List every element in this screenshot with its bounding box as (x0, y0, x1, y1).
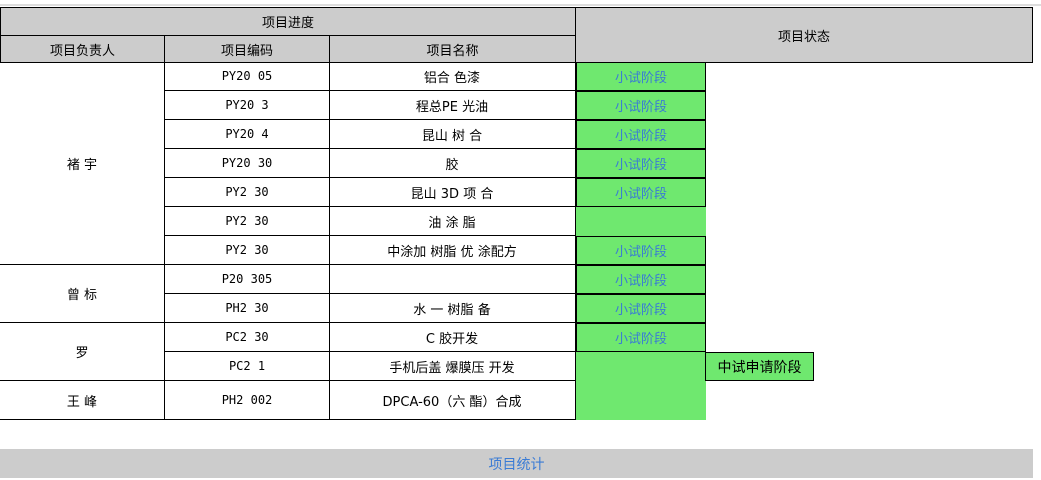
status-cell (576, 381, 706, 420)
project-name-cell: 手机后盖 爆膜压 开发 (329, 352, 576, 381)
project-code-cell: PY2 30 (164, 178, 330, 207)
project-statistics-bar[interactable]: 项目统计 (0, 449, 1033, 478)
project-name-cell: 昆山 3D 项 合 (329, 178, 576, 207)
project-code-cell: PY20 3 (164, 91, 330, 120)
status-cell (576, 207, 706, 236)
project-code-cell: PY2 30 (164, 207, 330, 236)
project-name-cell: 程总PE 光油 (329, 91, 576, 120)
status-cell[interactable]: 小试阶段 (576, 149, 706, 178)
status-cell[interactable]: 小试阶段 (576, 236, 706, 265)
project-name-cell (329, 265, 576, 294)
status-cell[interactable]: 小试阶段 (576, 91, 706, 120)
project-code-cell: P20 305 (164, 265, 330, 294)
project-code-cell: PY20 30 (164, 149, 330, 178)
status-cell[interactable]: 小试阶段 (576, 323, 706, 352)
project-statistics-label[interactable]: 项目统计 (488, 456, 545, 473)
header-code: 项目编码 (164, 35, 330, 63)
project-code-cell: PY20 05 (164, 62, 330, 91)
project-code-cell: PY2 30 (164, 236, 330, 265)
project-code-cell: PH2 002 (164, 381, 330, 420)
project-code-cell: PC2 30 (164, 323, 330, 352)
project-code-cell: PH2 30 (164, 294, 330, 323)
project-name-cell: 昆山 树 合 (329, 120, 576, 149)
project-name-cell: C 胶开发 (329, 323, 576, 352)
project-name-cell: 水 一 树脂 备 (329, 294, 576, 323)
status-cell[interactable]: 小试阶段 (576, 294, 706, 323)
project-code-cell: PC2 1 (164, 352, 330, 381)
owner-cell: 曾 标 (0, 265, 165, 323)
status-cell[interactable]: 小试阶段 (576, 120, 706, 149)
top-divider (0, 4, 1041, 6)
project-name-cell: 油 涂 脂 (329, 207, 576, 236)
owner-cell: 王 峰 (0, 381, 165, 420)
header-progress: 项目进度 (0, 7, 576, 36)
header-status: 项目状态 (575, 7, 1033, 63)
project-name-cell: 铝合 色漆 (329, 62, 576, 91)
project-name-cell: 胶 (329, 149, 576, 178)
header-name: 项目名称 (329, 35, 576, 63)
status-cell (576, 352, 706, 381)
owner-cell: 罗 (0, 323, 165, 381)
project-name-cell: 中涂加 树脂 优 涂配方 (329, 236, 576, 265)
status-cell[interactable]: 小试阶段 (576, 265, 706, 294)
project-code-cell: PY20 4 (164, 120, 330, 149)
status-cell-pilot[interactable]: 中试申请阶段 (705, 352, 814, 381)
owner-cell: 褚 宇 (0, 62, 165, 265)
project-name-cell: DPCA-60（六 酯）合成 (329, 381, 576, 420)
status-cell[interactable]: 小试阶段 (576, 178, 706, 207)
status-cell[interactable]: 小试阶段 (576, 62, 706, 91)
header-owner: 项目负责人 (0, 35, 165, 63)
